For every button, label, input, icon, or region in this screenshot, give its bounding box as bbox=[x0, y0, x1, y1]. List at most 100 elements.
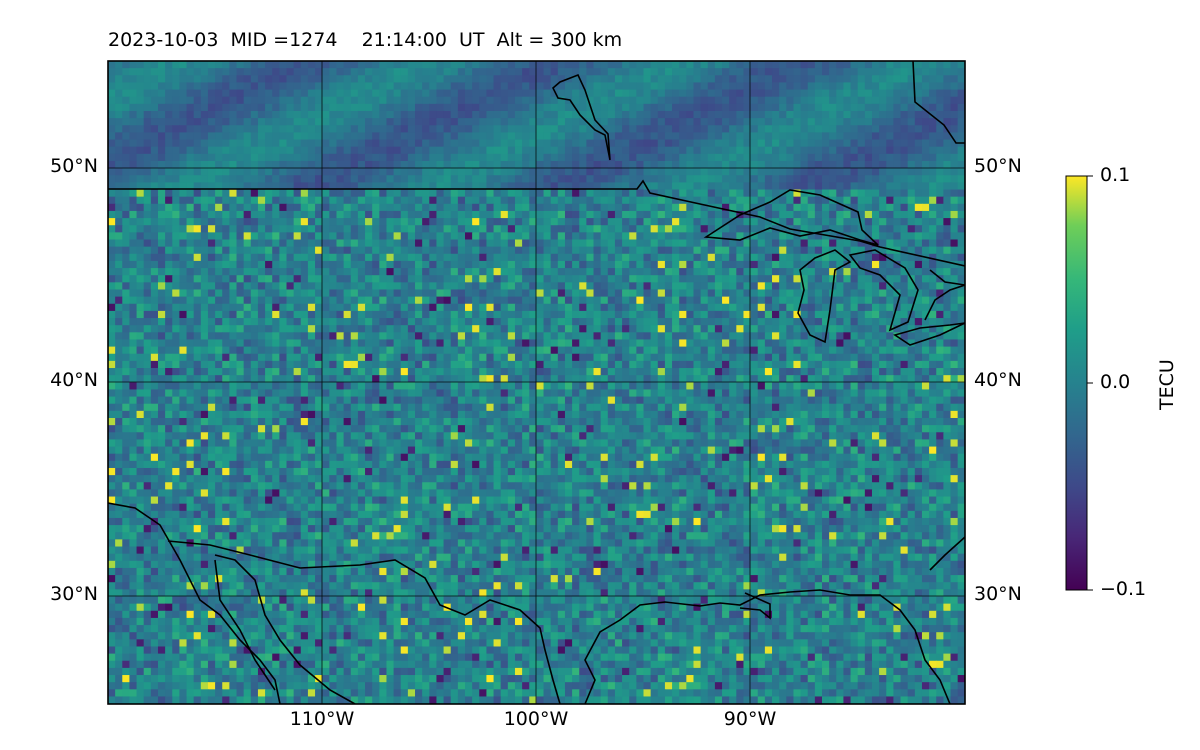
tec-cell bbox=[315, 118, 323, 126]
tec-cell bbox=[850, 118, 859, 126]
tec-cell bbox=[929, 246, 937, 255]
tec-cell bbox=[871, 168, 880, 176]
tec-cell bbox=[286, 89, 295, 98]
tec-cell bbox=[422, 310, 430, 319]
tec-cell bbox=[657, 82, 666, 91]
tec-cell bbox=[722, 275, 730, 283]
tec-cell bbox=[157, 225, 166, 233]
tec-cell bbox=[465, 246, 473, 255]
tec-cell bbox=[522, 132, 530, 141]
tec-cell bbox=[607, 225, 616, 233]
tec-cell bbox=[436, 189, 445, 198]
tec-cell bbox=[229, 182, 238, 191]
tec-cell bbox=[743, 103, 752, 112]
tec-cell bbox=[507, 268, 516, 276]
tec-cell bbox=[386, 103, 395, 112]
tec-cell bbox=[329, 268, 338, 276]
tec-cell bbox=[207, 132, 216, 141]
tec-cell bbox=[115, 175, 123, 183]
tec-cell bbox=[871, 282, 880, 291]
tec-cell bbox=[236, 310, 245, 319]
tec-cell bbox=[343, 332, 352, 341]
tec-cell bbox=[729, 332, 737, 341]
tec-cell bbox=[600, 153, 609, 162]
tec-cell bbox=[914, 332, 923, 341]
tec-cell bbox=[165, 289, 173, 298]
tec-cell bbox=[764, 160, 773, 169]
tec-cell bbox=[850, 196, 859, 205]
tec-cell bbox=[943, 82, 952, 91]
tec-cell bbox=[200, 68, 209, 76]
tec-cell bbox=[150, 246, 159, 255]
tec-cell bbox=[722, 196, 730, 205]
tec-cell bbox=[136, 118, 145, 126]
tec-cell bbox=[707, 339, 716, 348]
tec-cell bbox=[243, 118, 252, 126]
tec-cell bbox=[243, 89, 252, 98]
tec-cell bbox=[900, 125, 909, 133]
tec-cell bbox=[636, 89, 645, 98]
tec-cell bbox=[543, 175, 552, 183]
tec-cell bbox=[129, 318, 138, 326]
tec-cell bbox=[736, 110, 745, 119]
tec-cell bbox=[407, 203, 416, 212]
tec-cell bbox=[864, 196, 873, 205]
tec-cell bbox=[893, 160, 902, 169]
tec-cell bbox=[136, 289, 145, 298]
tec-cell bbox=[172, 332, 180, 341]
tec-cell bbox=[150, 275, 159, 283]
tec-cell bbox=[772, 132, 780, 141]
tec-cell bbox=[764, 232, 773, 241]
tec-cell bbox=[493, 96, 502, 105]
tec-cell bbox=[900, 282, 909, 291]
tec-cell bbox=[593, 318, 602, 326]
tec-cell bbox=[236, 146, 245, 155]
tec-cell bbox=[479, 132, 488, 141]
tec-cell bbox=[336, 68, 345, 76]
tec-cell bbox=[957, 175, 965, 183]
tec-cell bbox=[750, 68, 759, 76]
tec-cell bbox=[365, 303, 373, 312]
tec-cell bbox=[843, 253, 852, 262]
tec-cell bbox=[664, 325, 673, 333]
tec-cell bbox=[407, 303, 416, 312]
tec-cell bbox=[629, 182, 637, 191]
tec-cell bbox=[857, 182, 866, 191]
tec-cell bbox=[400, 210, 409, 219]
tec-cell bbox=[250, 210, 259, 219]
tec-cell bbox=[386, 225, 395, 233]
tec-cell bbox=[250, 96, 259, 105]
tec-cell bbox=[822, 203, 830, 212]
tec-cell bbox=[729, 268, 737, 276]
tec-cell bbox=[143, 325, 152, 333]
tec-cell bbox=[871, 153, 880, 162]
tec-cell bbox=[379, 160, 388, 169]
tec-cell bbox=[186, 132, 195, 141]
tec-cell bbox=[436, 139, 445, 148]
tec-cell bbox=[543, 225, 552, 233]
tec-cell bbox=[693, 125, 702, 133]
tec-cell bbox=[229, 160, 238, 169]
tec-cell bbox=[200, 289, 209, 298]
tec-cell bbox=[179, 132, 188, 141]
tec-cell bbox=[450, 310, 459, 319]
tec-cell bbox=[800, 318, 809, 326]
tec-cell bbox=[750, 318, 759, 326]
tec-cell bbox=[914, 210, 923, 219]
tec-cell bbox=[122, 146, 131, 155]
tec-cell bbox=[800, 118, 809, 126]
tec-cell bbox=[522, 332, 530, 341]
tec-cell bbox=[279, 260, 288, 269]
tec-cell bbox=[829, 332, 837, 341]
tec-cell bbox=[300, 246, 309, 255]
tec-cell bbox=[707, 268, 716, 276]
tec-cell bbox=[265, 318, 273, 326]
tec-cell bbox=[172, 218, 180, 226]
tec-cell bbox=[586, 260, 595, 269]
tec-cell bbox=[265, 125, 273, 133]
tec-cell bbox=[250, 339, 259, 348]
tec-cell bbox=[507, 125, 516, 133]
tec-cell bbox=[193, 296, 202, 305]
tec-cell bbox=[614, 89, 623, 98]
tec-cell bbox=[407, 110, 416, 119]
